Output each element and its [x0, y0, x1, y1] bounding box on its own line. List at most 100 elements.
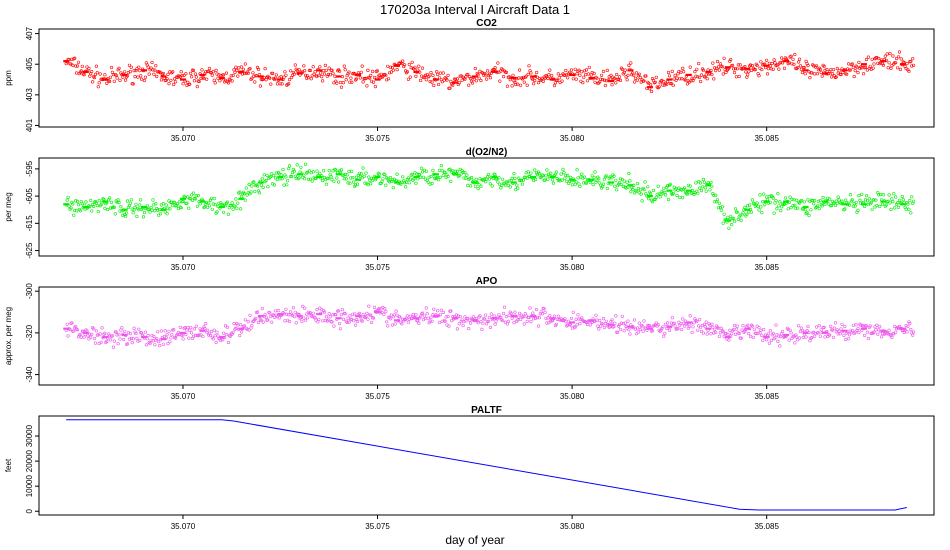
data-point	[793, 203, 797, 207]
data-point	[769, 338, 773, 343]
data-point	[901, 198, 905, 202]
data-point	[598, 318, 602, 323]
data-point	[722, 56, 726, 60]
data-point	[436, 72, 440, 76]
data-point	[65, 322, 69, 326]
data-point	[705, 332, 709, 336]
data-point	[380, 310, 384, 315]
data-point	[803, 72, 807, 76]
data-point	[580, 172, 584, 176]
data-point	[853, 68, 857, 73]
data-point	[906, 202, 910, 206]
data-point	[722, 212, 726, 216]
data-point	[795, 198, 799, 202]
data-point	[211, 202, 215, 206]
data-point	[103, 73, 107, 77]
data-point	[361, 166, 365, 170]
data-point	[661, 83, 665, 87]
data-point	[716, 65, 721, 69]
data-point	[74, 71, 79, 75]
data-point	[859, 323, 863, 327]
data-point	[594, 75, 598, 79]
y-tick-label: 20000	[25, 449, 34, 472]
data-point	[685, 82, 690, 86]
data-point	[147, 207, 151, 211]
data-point	[854, 323, 858, 327]
data-point	[544, 174, 548, 178]
data-point	[449, 179, 453, 183]
data-point	[667, 328, 672, 333]
data-point	[169, 78, 173, 82]
data-point	[207, 201, 211, 205]
data-point	[656, 184, 660, 188]
data-point	[159, 329, 163, 333]
data-point	[466, 72, 470, 77]
data-point	[685, 192, 690, 196]
data-point	[321, 79, 325, 83]
data-point	[759, 60, 763, 64]
data-point	[182, 73, 186, 77]
data-point	[140, 77, 144, 81]
data-point	[181, 199, 185, 203]
data-point	[282, 75, 286, 79]
data-point	[313, 70, 317, 74]
data-point	[388, 176, 393, 180]
y-tick-label: 405	[25, 57, 34, 71]
data-point	[521, 315, 526, 319]
data-point	[150, 334, 154, 338]
data-point	[604, 79, 608, 83]
data-point	[748, 63, 753, 67]
data-point	[502, 74, 506, 79]
data-point	[310, 179, 314, 183]
data-point	[694, 74, 698, 78]
data-point	[583, 72, 588, 77]
data-point	[625, 78, 629, 82]
data-point	[636, 330, 641, 334]
data-point	[831, 335, 836, 339]
data-point	[129, 336, 133, 341]
data-point	[371, 316, 376, 320]
data-point	[443, 319, 447, 324]
data-point	[843, 324, 847, 329]
data-point	[123, 214, 128, 218]
data-point	[597, 327, 601, 331]
data-point	[327, 169, 331, 173]
data-point	[641, 329, 645, 333]
data-point	[304, 73, 308, 77]
y-tick-label: -605	[25, 188, 34, 205]
data-point	[615, 330, 620, 334]
data-point	[617, 75, 622, 79]
figure-title: 170203a Interval I Aircraft Data 1	[380, 2, 570, 17]
data-point	[749, 68, 754, 72]
data-point	[523, 175, 527, 179]
data-point	[848, 68, 853, 72]
data-point	[562, 171, 566, 175]
data-point	[128, 201, 132, 205]
data-point	[430, 181, 434, 186]
data-point	[212, 328, 216, 332]
data-point	[617, 323, 622, 327]
data-point	[369, 313, 373, 317]
data-point	[455, 77, 460, 81]
data-point	[92, 336, 97, 341]
paltf-line	[66, 419, 907, 511]
data-point	[91, 327, 96, 331]
data-point	[274, 171, 279, 175]
data-point	[171, 70, 175, 74]
data-point	[462, 176, 466, 180]
data-point	[318, 65, 322, 69]
data-point	[72, 329, 76, 333]
data-point	[721, 330, 725, 334]
x-tick-label: 35.080	[560, 522, 585, 531]
data-point	[908, 321, 912, 326]
data-point	[668, 182, 673, 186]
data-point	[796, 206, 800, 210]
data-point	[446, 314, 450, 319]
data-point	[736, 217, 740, 221]
data-point	[237, 66, 241, 70]
data-point	[226, 212, 230, 216]
data-point	[361, 80, 365, 84]
data-point	[239, 207, 243, 211]
data-point	[227, 77, 231, 81]
